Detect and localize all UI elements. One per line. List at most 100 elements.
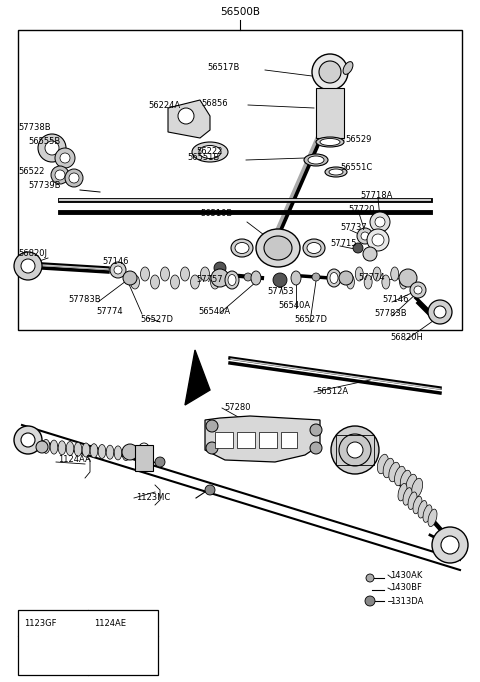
Polygon shape [205,416,320,462]
Text: 56527D: 56527D [140,316,173,325]
Ellipse shape [42,439,50,454]
Ellipse shape [201,267,209,281]
Circle shape [139,443,149,453]
Circle shape [434,306,446,318]
Circle shape [14,252,42,280]
Text: 1123GF: 1123GF [24,619,57,627]
Ellipse shape [264,236,292,260]
Text: 56856: 56856 [202,98,228,108]
Ellipse shape [303,239,325,257]
Circle shape [178,108,194,124]
Text: 57146: 57146 [382,295,408,304]
Ellipse shape [418,501,427,518]
Ellipse shape [403,488,412,505]
Text: 1124AE: 1124AE [94,619,126,627]
Circle shape [21,259,35,273]
Circle shape [441,536,459,554]
Ellipse shape [251,271,261,285]
Ellipse shape [122,447,130,460]
Ellipse shape [82,443,90,457]
Text: 57737: 57737 [340,224,367,233]
Circle shape [428,300,452,324]
Circle shape [69,173,79,183]
Circle shape [410,282,426,298]
Ellipse shape [192,142,228,162]
Circle shape [51,166,69,184]
Text: 1430AK: 1430AK [390,571,422,580]
Ellipse shape [307,243,321,254]
Text: 1430BF: 1430BF [390,584,422,593]
Text: 56551C: 56551C [340,164,372,173]
Ellipse shape [114,446,122,460]
Text: 56522: 56522 [18,168,44,177]
Ellipse shape [320,138,340,145]
Circle shape [214,262,226,274]
Text: 57739B: 57739B [28,181,60,190]
Circle shape [375,217,385,227]
Ellipse shape [308,156,324,164]
Ellipse shape [327,269,341,287]
Bar [237,432,255,448]
Polygon shape [168,100,210,138]
Circle shape [367,229,389,251]
Text: 57753: 57753 [267,288,294,297]
Circle shape [108,651,118,661]
Text: 56224A: 56224A [148,100,180,110]
Ellipse shape [395,466,406,486]
Circle shape [55,170,65,180]
Circle shape [65,169,83,187]
Text: 57720: 57720 [348,205,374,215]
Ellipse shape [66,441,74,456]
Circle shape [414,286,422,294]
Circle shape [267,245,277,255]
Text: 57783B: 57783B [68,295,101,304]
Text: 56500B: 56500B [220,7,260,17]
Text: 56222: 56222 [196,147,222,156]
Bar [135,445,153,471]
Ellipse shape [382,275,390,289]
Text: 56527D: 56527D [294,316,327,325]
Circle shape [55,148,75,168]
Circle shape [339,434,371,466]
Ellipse shape [291,271,301,285]
Circle shape [363,247,377,261]
Ellipse shape [325,167,347,177]
Ellipse shape [235,243,249,254]
Ellipse shape [225,271,239,289]
Circle shape [155,457,165,467]
Text: 1123MC: 1123MC [136,494,170,503]
Ellipse shape [180,267,190,281]
Ellipse shape [316,137,344,147]
Ellipse shape [383,458,394,478]
Circle shape [319,61,341,83]
Text: 57738B: 57738B [18,123,50,132]
Bar [18,610,158,675]
Ellipse shape [90,444,98,458]
Ellipse shape [329,169,343,175]
Ellipse shape [191,275,200,289]
Text: 56529: 56529 [345,136,372,145]
Ellipse shape [141,267,149,281]
Text: 1124AA: 1124AA [58,456,91,464]
Circle shape [14,426,42,454]
Ellipse shape [423,505,432,522]
Bar [281,432,297,448]
Ellipse shape [400,471,411,490]
Circle shape [312,273,320,281]
Circle shape [206,420,218,432]
Ellipse shape [256,229,300,267]
Circle shape [244,273,252,281]
Circle shape [347,442,363,458]
Circle shape [310,424,322,436]
Circle shape [365,596,375,606]
Circle shape [211,269,229,287]
Bar [18,30,462,330]
Text: 56820J: 56820J [18,250,47,258]
Bar [215,432,233,448]
Circle shape [353,243,363,253]
Text: 56510B: 56510B [200,209,232,218]
Ellipse shape [231,239,253,257]
Ellipse shape [355,267,363,281]
Circle shape [45,141,59,155]
Ellipse shape [373,267,381,281]
